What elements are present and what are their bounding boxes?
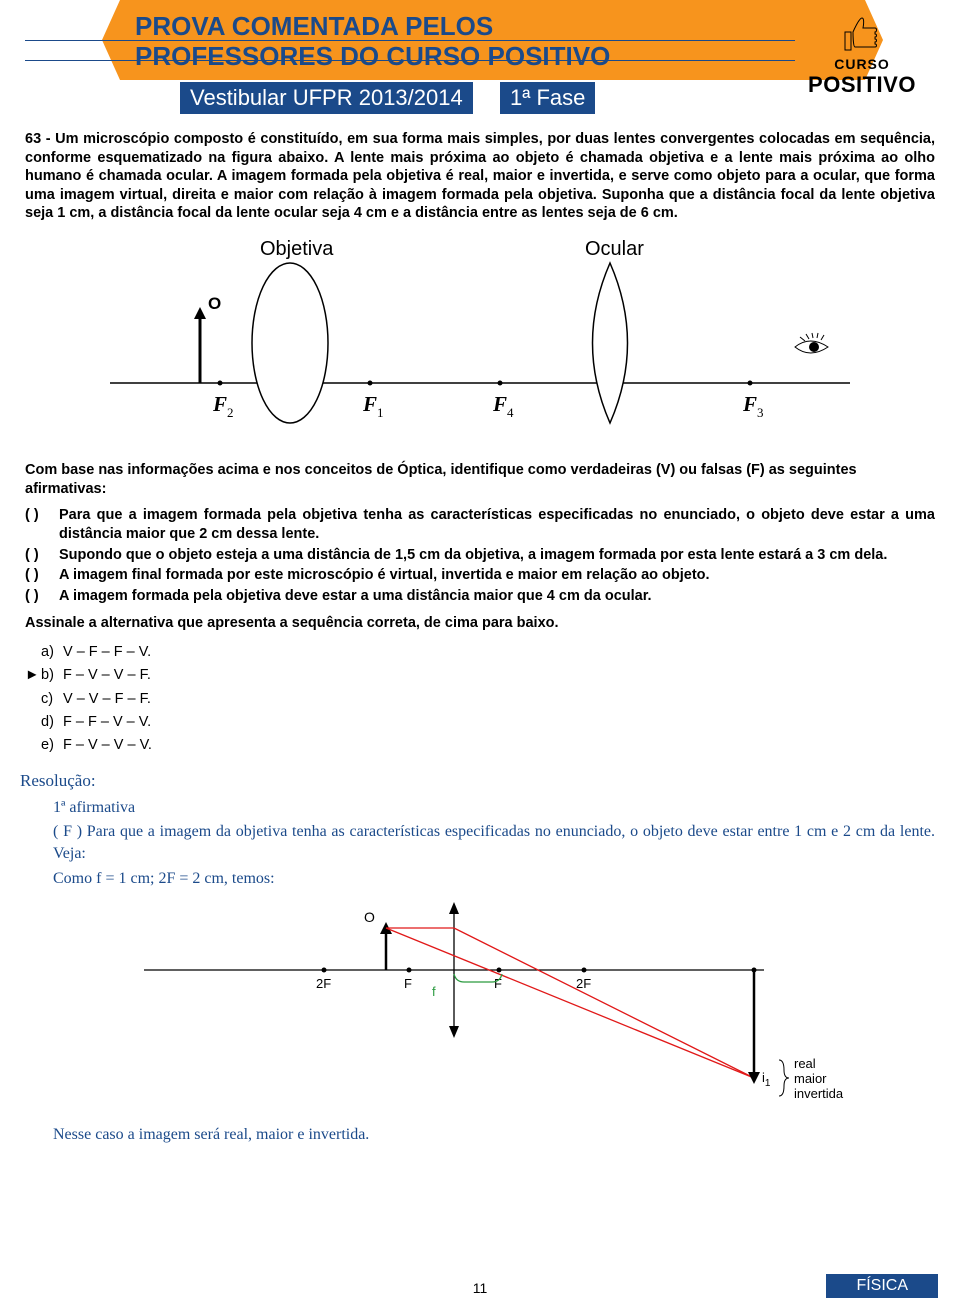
header-subtitle: Vestibular UFPR 2013/2014 (180, 82, 473, 114)
alt-row: ►b)F – V – V – F. (25, 664, 935, 687)
alt-text: V – V – F – F. (63, 691, 151, 707)
res-p1: ( F ) Para que a imagem da objetiva tenh… (53, 821, 935, 864)
svg-text:invertida: invertida (794, 1086, 844, 1101)
alternatives: a)V – F – F – V. ►b)F – V – V – F. c)V –… (25, 641, 935, 757)
svg-text:2F: 2F (316, 976, 331, 991)
microscope-diagram: Objetiva Ocular O F2 F1 F4 F3 (100, 233, 860, 443)
header-phase: 1ª Fase (500, 82, 595, 114)
svg-text:O: O (364, 909, 375, 925)
svg-text:Objetiva: Objetiva (260, 238, 334, 260)
alt-letter: e) (41, 734, 63, 757)
question-text: 63 - Um microscópio composto é constituí… (25, 130, 935, 223)
alt-row: a)V – F – F – V. (25, 641, 935, 664)
alt-row: d)F – F – V – V. (25, 711, 935, 734)
alt-letter: a) (41, 641, 63, 664)
header-banner: PROVA COMENTADA PELOS PROFESSORES DO CUR… (0, 0, 960, 120)
paren: ( ) (25, 506, 59, 543)
title-line2: PROFESSORES DO CURSO POSITIVO (135, 41, 610, 71)
alt-letter: c) (41, 688, 63, 711)
svg-text:F4: F4 (492, 392, 514, 420)
svg-text:F1: F1 (362, 392, 384, 420)
afirm-item: ( )A imagem final formada por este micro… (25, 566, 935, 585)
alt-row: c)V – V – F – F. (25, 688, 935, 711)
resolution-block: 1ª afirmativa ( F ) Para que a imagem da… (25, 799, 935, 1145)
paren: ( ) (25, 566, 59, 585)
content: 63 - Um microscópio composto é constituí… (0, 120, 960, 1145)
alt-text: V – F – F – V. (63, 644, 151, 660)
paren: ( ) (25, 587, 59, 606)
svg-text:maior: maior (794, 1071, 827, 1086)
svg-text:Ocular: Ocular (585, 238, 644, 260)
alt-marker-correct: ► (25, 664, 41, 687)
header-title: PROVA COMENTADA PELOS PROFESSORES DO CUR… (25, 12, 940, 72)
alt-row: e)F – V – V – V. (25, 734, 935, 757)
question-body: Um microscópio composto é constituído, e… (25, 131, 935, 221)
svg-text:F3: F3 (742, 392, 764, 420)
afirm-text: A imagem final formada por este microscó… (59, 566, 935, 585)
svg-text:i1: i1 (762, 1070, 771, 1089)
res-p2: Como f = 1 cm; 2F = 2 cm, temos: (53, 868, 935, 890)
alt-letter: d) (41, 711, 63, 734)
question-number: 63 - (25, 131, 51, 147)
afirm-text: Supondo que o objeto esteja a uma distân… (59, 546, 935, 565)
page-root: PROVA COMENTADA PELOS PROFESSORES DO CUR… (0, 0, 960, 1304)
afirm-item: ( )A imagem formada pela objetiva deve e… (25, 587, 935, 606)
svg-text:F2: F2 (212, 392, 234, 420)
footer: 11 FÍSICA (0, 1274, 960, 1304)
subject-tab: FÍSICA (826, 1274, 938, 1298)
afirm-item: ( )Para que a imagem formada pela objeti… (25, 506, 935, 543)
res-conclusion: Nesse caso a imagem será real, maior e i… (53, 1124, 935, 1146)
res-heading-1: 1ª afirmativa (53, 799, 935, 817)
svg-text:F: F (404, 976, 412, 991)
page-number: 11 (473, 1280, 488, 1296)
assinale: Assinale a alternativa que apresenta a s… (25, 615, 935, 631)
paren: ( ) (25, 546, 59, 565)
svg-text:2F: 2F (576, 976, 591, 991)
title-line1: PROVA COMENTADA PELOS (135, 11, 493, 41)
afirm-text: Para que a imagem formada pela objetiva … (59, 506, 935, 543)
afirm-text: A imagem formada pela objetiva deve esta… (59, 587, 935, 606)
alt-letter: b) (41, 664, 63, 687)
svg-text:real: real (794, 1056, 816, 1071)
alt-text: F – V – V – F. (63, 667, 151, 683)
svg-text:O: O (208, 294, 221, 313)
afirm-intro: Com base nas informações acima e nos con… (25, 461, 935, 499)
alt-text: F – F – V – V. (63, 714, 151, 730)
resolucao-label: Resolução: (20, 771, 935, 791)
ray-diagram: O 2F F F 2F (124, 900, 864, 1120)
alt-text: F – V – V – V. (63, 737, 152, 753)
svg-text:f: f (432, 984, 436, 999)
afirm-item: ( )Supondo que o objeto esteja a uma dis… (25, 546, 935, 565)
logo-positivo-text: POSITIVO (792, 72, 932, 98)
afirm-list: ( )Para que a imagem formada pela objeti… (25, 506, 935, 605)
